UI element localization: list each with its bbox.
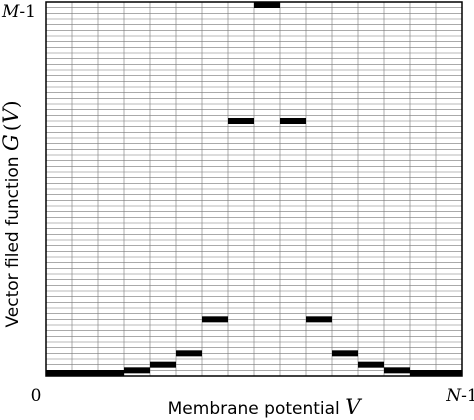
step-segment	[124, 367, 150, 374]
step-segment	[254, 2, 280, 8]
x-tick-right-label: N-1	[445, 386, 474, 406]
step-segment	[410, 370, 462, 376]
step-segment	[306, 316, 332, 323]
step-segment	[280, 118, 306, 124]
x-axis-title: Membrane potential V	[168, 395, 363, 419]
step-segment	[176, 350, 202, 357]
step-segment	[202, 316, 228, 323]
step-segment	[228, 118, 254, 124]
y-tick-top-label: M-1	[1, 2, 36, 22]
x-tick-left-label: 0	[31, 386, 42, 406]
step-segment	[46, 370, 124, 376]
grid	[45, 1, 463, 377]
step-segment	[358, 361, 384, 368]
y-axis-title: Vector filed function G(V)	[0, 100, 23, 327]
step-segment	[332, 350, 358, 357]
series	[46, 2, 462, 376]
step-segment	[384, 367, 410, 374]
step-segment	[150, 361, 176, 368]
